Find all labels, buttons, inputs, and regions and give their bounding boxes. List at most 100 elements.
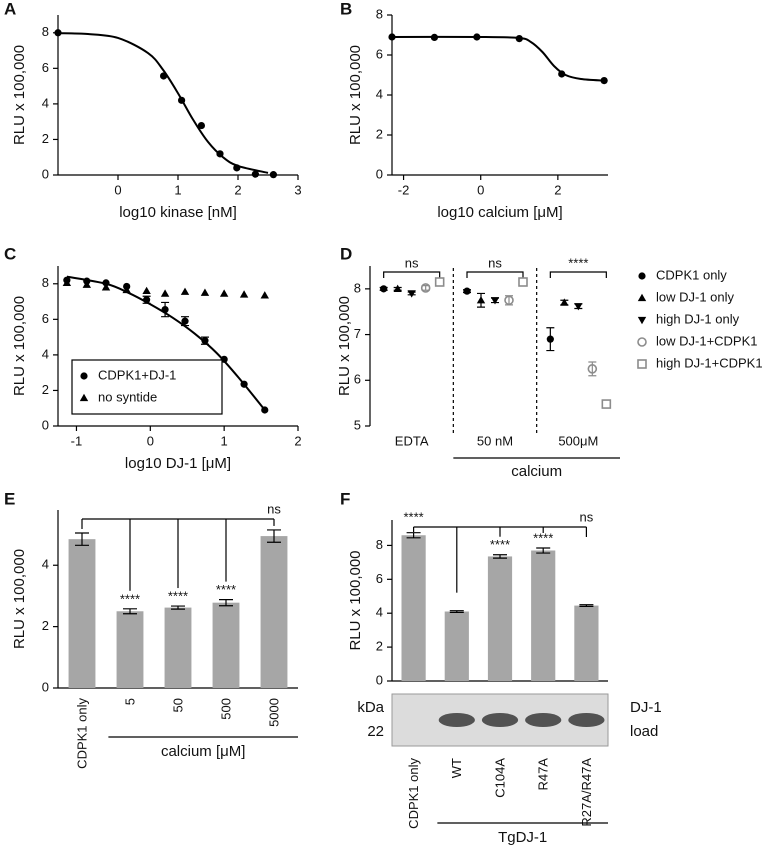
data-point (269, 171, 277, 179)
significance-label: **** (403, 509, 423, 524)
y-tick-label: 6 (42, 311, 49, 326)
data-point (233, 164, 241, 172)
x-tick-label: 2 (294, 433, 301, 448)
error-bar (493, 554, 507, 559)
significance-label: **** (490, 537, 510, 552)
panel-label: B (340, 0, 352, 18)
data-point (388, 33, 396, 41)
bar (68, 539, 96, 688)
x-tick-label: CDPK1 only (74, 698, 89, 769)
y-tick-label: 2 (42, 131, 49, 146)
x-tick-label: 0 (114, 182, 121, 197)
error-bar (536, 547, 551, 554)
data-point (600, 77, 608, 85)
bar (444, 611, 469, 681)
x-tick-label: 500 (218, 698, 233, 720)
y-axis-title: RLU x 100,000 (11, 45, 28, 145)
blot-band (438, 713, 475, 727)
data-point (54, 29, 62, 37)
data-point (102, 279, 110, 287)
y-tick-label: 8 (354, 280, 361, 295)
data-point (101, 283, 111, 291)
data-point (82, 280, 91, 288)
x-axis-title: TgDJ-1 (498, 829, 547, 846)
x-tick-label: CDPK1 only (406, 758, 421, 829)
x-tick-label: R27A/R47A (579, 758, 594, 827)
y-axis-title: RLU x 100,000 (347, 45, 364, 145)
x-tick-label: 0 (147, 433, 154, 448)
significance-label: **** (533, 530, 553, 545)
y-tick-label: 8 (42, 275, 49, 290)
panel-label: C (4, 244, 16, 263)
legend-label: low DJ-1 only (656, 289, 735, 304)
x-tick-label: 2 (554, 182, 561, 197)
x-tick-label: 2 (234, 182, 241, 197)
significance-label: **** (120, 591, 140, 606)
x-tick-label: R47A (536, 758, 551, 791)
data-point (62, 278, 72, 287)
significance-label: ns (488, 255, 502, 270)
x-tick-label: C104A (492, 758, 507, 798)
error-bar (75, 532, 89, 546)
y-tick-label: 4 (42, 95, 49, 110)
blot-label: load (630, 723, 658, 740)
y-tick-label: 4 (376, 605, 383, 620)
y-tick-label: 5 (354, 417, 361, 432)
x-axis-title: calcium [μM] (161, 743, 246, 760)
bar (574, 605, 599, 681)
fit-curve (66, 275, 266, 411)
x-tick-label: 500μM (558, 433, 598, 448)
data-point (219, 289, 229, 297)
significance-label: **** (568, 255, 588, 270)
legend-box (71, 359, 223, 415)
data-point (518, 277, 528, 287)
data-point (216, 150, 224, 158)
legend-marker (80, 372, 88, 380)
x-axis-title: log10 calcium [μM] (437, 204, 562, 221)
y-tick-label: 8 (42, 24, 49, 39)
y-tick-label: 0 (42, 679, 49, 694)
error-bar (406, 532, 421, 539)
y-tick-label: 2 (42, 618, 49, 633)
legend-label: high DJ-1 only (656, 311, 740, 326)
significance-label: **** (168, 588, 188, 603)
y-axis-title: RLU x 100,000 (347, 550, 364, 650)
error-bar (171, 605, 185, 610)
x-tick-label: 1 (174, 182, 181, 197)
y-tick-label: 2 (376, 639, 383, 654)
data-point (558, 70, 566, 78)
legend-label: no syntide (98, 389, 157, 404)
y-tick-label: 0 (42, 417, 49, 432)
blot-band (481, 713, 519, 727)
panel-label: F (340, 489, 350, 508)
significance-bracket (466, 271, 524, 278)
x-tick-label: 0 (477, 182, 484, 197)
blot-band (525, 713, 562, 727)
y-tick-label: 6 (376, 571, 383, 586)
legend-label: low DJ-1+CDPK1 (656, 333, 758, 348)
bar (260, 536, 288, 688)
data-point (180, 287, 190, 295)
x-tick-label: EDTA (395, 433, 429, 448)
error-bar (267, 529, 281, 543)
data-point (407, 290, 416, 298)
x-tick-label: 50 nM (477, 433, 513, 448)
y-tick-label: 2 (42, 382, 49, 397)
error-bar (123, 608, 137, 615)
x-tick-label: -2 (398, 182, 410, 197)
significance-label: **** (216, 582, 236, 597)
data-point (260, 291, 269, 299)
data-point (380, 285, 388, 293)
legend-marker (79, 393, 89, 402)
y-tick-label: 4 (42, 346, 49, 361)
y-tick-label: 6 (376, 46, 383, 61)
x-tick-label: 50 (170, 698, 185, 712)
y-tick-label: 0 (376, 672, 383, 687)
data-point (240, 380, 248, 388)
data-point (504, 295, 514, 306)
data-point (490, 297, 500, 305)
significance-bracket (383, 271, 441, 278)
data-point (515, 35, 523, 43)
blot-label: DJ-1 (630, 699, 662, 716)
